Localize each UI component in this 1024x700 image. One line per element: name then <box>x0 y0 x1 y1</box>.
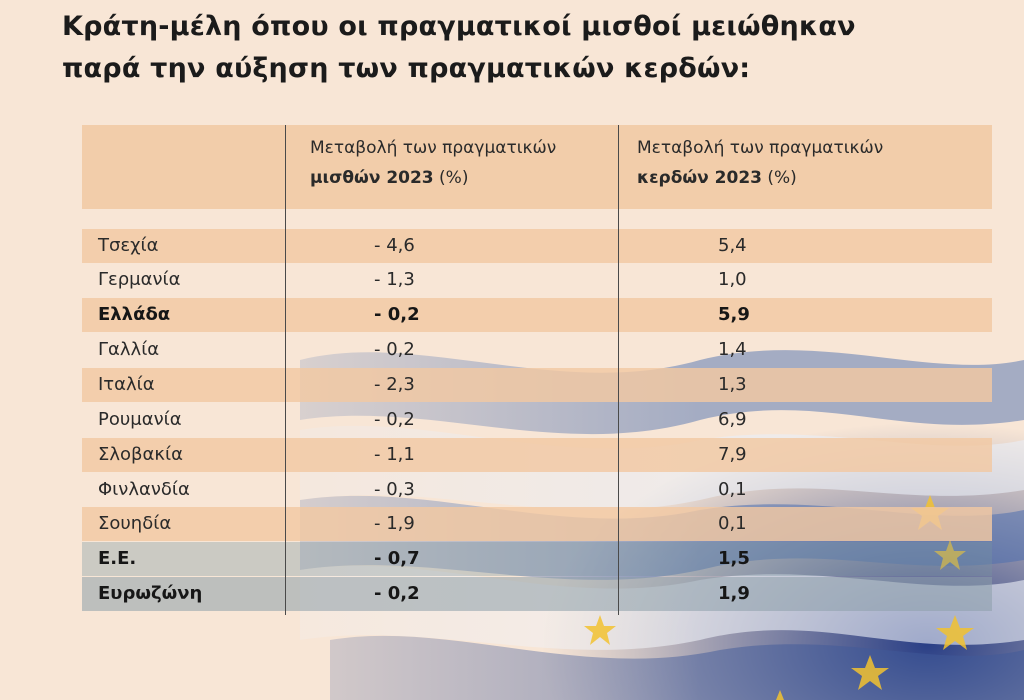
wage-header-unit: (%) <box>433 168 469 188</box>
wage-cell: - 0,2 <box>374 304 420 325</box>
earnings-header-unit: (%) <box>761 168 797 188</box>
earnings-cell: 0,1 <box>718 513 747 534</box>
country-cell: Ρουμανία <box>98 409 182 430</box>
country-cell: Γαλλία <box>98 339 160 360</box>
earnings-cell: 5,4 <box>718 235 747 256</box>
table-row: Τσεχία - 4,6 5,4 <box>82 229 992 263</box>
earnings-cell: 1,0 <box>718 269 747 290</box>
earnings-cell: 7,9 <box>718 444 747 465</box>
wage-cell: - 0,2 <box>374 583 420 604</box>
table-row: Ρουμανία - 0,2 6,9 <box>82 403 992 437</box>
country-cell: Ιταλία <box>98 374 155 395</box>
earnings-header-bold: κερδών 2023 <box>637 168 762 188</box>
wage-header-line2: μισθών 2023 (%) <box>310 163 556 193</box>
earnings-cell: 1,5 <box>718 548 750 569</box>
table-row: Σουηδία - 1,9 0,1 <box>82 507 992 541</box>
page-title: Κράτη-μέλη όπου οι πραγματικοί μισθοί με… <box>62 6 1002 90</box>
country-cell: Σουηδία <box>98 513 172 534</box>
earnings-cell: 1,3 <box>718 374 747 395</box>
earnings-header-line1: Μεταβολή των πραγματικών <box>637 138 884 158</box>
earnings-column-header: Μεταβολή των πραγματικών κερδών 2023 (%) <box>637 133 883 193</box>
wage-cell: - 0,3 <box>374 479 415 500</box>
earnings-header-line2: κερδών 2023 (%) <box>637 163 883 193</box>
country-cell: Φινλανδία <box>98 479 190 500</box>
wage-cell: - 2,3 <box>374 374 415 395</box>
title-line-1: Κράτη-μέλη όπου οι πραγματικοί μισθοί με… <box>62 11 856 42</box>
wage-cell: - 1,9 <box>374 513 415 534</box>
wage-header-line1: Μεταβολή των πραγματικών <box>310 138 557 158</box>
table-row: Γερμανία - 1,3 1,0 <box>82 263 992 297</box>
wage-cell: - 0,7 <box>374 548 420 569</box>
table-row-highlight: Ελλάδα - 0,2 5,9 <box>82 298 992 332</box>
table-row-highlight: Ε.Ε. - 0,7 1,5 <box>82 542 992 576</box>
table-header <box>82 125 992 209</box>
earnings-cell: 0,1 <box>718 479 747 500</box>
earnings-cell: 1,9 <box>718 583 750 604</box>
table-row-highlight: Ευρωζώνη - 0,2 1,9 <box>82 577 992 611</box>
table-row: Φινλανδία - 0,3 0,1 <box>82 473 992 507</box>
wage-header-bold: μισθών 2023 <box>310 168 434 188</box>
wage-cell: - 4,6 <box>374 235 415 256</box>
country-cell: Τσεχία <box>98 235 159 256</box>
eu-star <box>851 655 889 690</box>
earnings-cell: 6,9 <box>718 409 747 430</box>
wage-cell: - 1,1 <box>374 444 415 465</box>
data-table: Μεταβολή των πραγματικών μισθών 2023 (%)… <box>82 125 992 615</box>
country-cell: Σλοβακία <box>98 444 183 465</box>
column-divider <box>285 125 286 615</box>
country-cell: Ευρωζώνη <box>98 583 203 604</box>
column-divider <box>618 125 619 615</box>
eu-star <box>584 615 616 645</box>
eu-star <box>936 615 974 650</box>
eu-star <box>776 690 796 700</box>
country-cell: Ελλάδα <box>98 304 171 325</box>
earnings-cell: 1,4 <box>718 339 747 360</box>
table-row: Σλοβακία - 1,1 7,9 <box>82 438 992 472</box>
title-line-2: παρά την αύξηση των πραγματικών κερδών: <box>62 53 751 84</box>
table-row: Γαλλία - 0,2 1,4 <box>82 333 992 367</box>
eu-star <box>934 540 966 570</box>
country-cell: Ε.Ε. <box>98 548 137 569</box>
wage-column-header: Μεταβολή των πραγματικών μισθών 2023 (%) <box>310 133 556 193</box>
country-cell: Γερμανία <box>98 269 181 290</box>
wage-cell: - 0,2 <box>374 339 415 360</box>
earnings-cell: 5,9 <box>718 304 750 325</box>
table-row: Ιταλία - 2,3 1,3 <box>82 368 992 402</box>
wage-cell: - 0,2 <box>374 409 415 430</box>
wage-cell: - 1,3 <box>374 269 415 290</box>
